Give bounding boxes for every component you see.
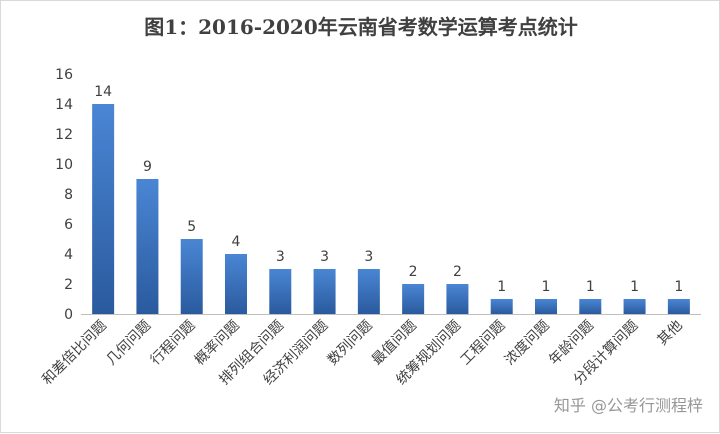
bar bbox=[490, 299, 513, 314]
bar-value-label: 1 bbox=[630, 279, 639, 295]
bar bbox=[579, 299, 602, 314]
bar bbox=[535, 299, 557, 314]
x-tick-label: 工程问题 bbox=[458, 318, 509, 369]
y-tick-label: 16 bbox=[55, 67, 73, 83]
bar bbox=[313, 269, 336, 314]
bar-value-label: 1 bbox=[586, 279, 595, 295]
bar bbox=[446, 284, 469, 314]
x-axis-labels: 和差倍比问题几何问题行程问题概率问题排列组合问题经济利润问题数列问题最值问题统筹… bbox=[39, 317, 685, 388]
bar bbox=[92, 104, 115, 314]
bar bbox=[402, 284, 425, 314]
bar-value-label: 3 bbox=[320, 249, 329, 265]
bar bbox=[357, 269, 380, 314]
x-tick-label: 其他 bbox=[655, 318, 686, 349]
bar bbox=[180, 239, 203, 314]
bar-value-label: 1 bbox=[497, 279, 506, 295]
x-tick-label: 几何问题 bbox=[103, 318, 154, 369]
bar-value-label: 5 bbox=[187, 219, 196, 235]
bar-value-label: 14 bbox=[94, 84, 112, 100]
bar-value-label: 4 bbox=[232, 234, 241, 250]
bar-value-label: 1 bbox=[674, 279, 683, 295]
y-tick-label: 8 bbox=[64, 187, 73, 203]
x-tick-label: 数列问题 bbox=[325, 318, 376, 369]
bar-value-label: 2 bbox=[453, 264, 462, 280]
y-tick-label: 10 bbox=[55, 157, 73, 173]
y-tick-label: 2 bbox=[64, 277, 73, 293]
bar-value-label: 1 bbox=[542, 279, 551, 295]
x-tick-label: 浓度问题 bbox=[502, 318, 553, 369]
y-tick-label: 4 bbox=[64, 247, 73, 263]
bar bbox=[225, 254, 247, 314]
chart-title: 图1：2016-2020年云南省考数学运算考点统计 bbox=[144, 15, 578, 39]
bar bbox=[136, 179, 159, 314]
y-tick-label: 6 bbox=[64, 217, 73, 233]
watermark: 知乎 @公考行测程梓 bbox=[553, 396, 703, 415]
bar bbox=[269, 269, 292, 314]
y-tick-label: 14 bbox=[55, 97, 73, 113]
bars: 14 9 5 4 3 3 3 2 2 1 1 1 1 1 bbox=[92, 84, 690, 314]
bar-value-label: 9 bbox=[143, 159, 152, 175]
x-tick-label: 行程问题 bbox=[148, 318, 199, 369]
y-tick-label: 0 bbox=[64, 307, 73, 323]
bar-value-label: 2 bbox=[409, 264, 418, 280]
bar bbox=[623, 299, 646, 314]
y-tick-label: 12 bbox=[55, 127, 73, 143]
x-tick-label: 和差倍比问题 bbox=[39, 318, 110, 389]
bar-value-label: 3 bbox=[364, 249, 373, 265]
bar-value-label: 3 bbox=[276, 249, 285, 265]
bar bbox=[667, 299, 690, 314]
